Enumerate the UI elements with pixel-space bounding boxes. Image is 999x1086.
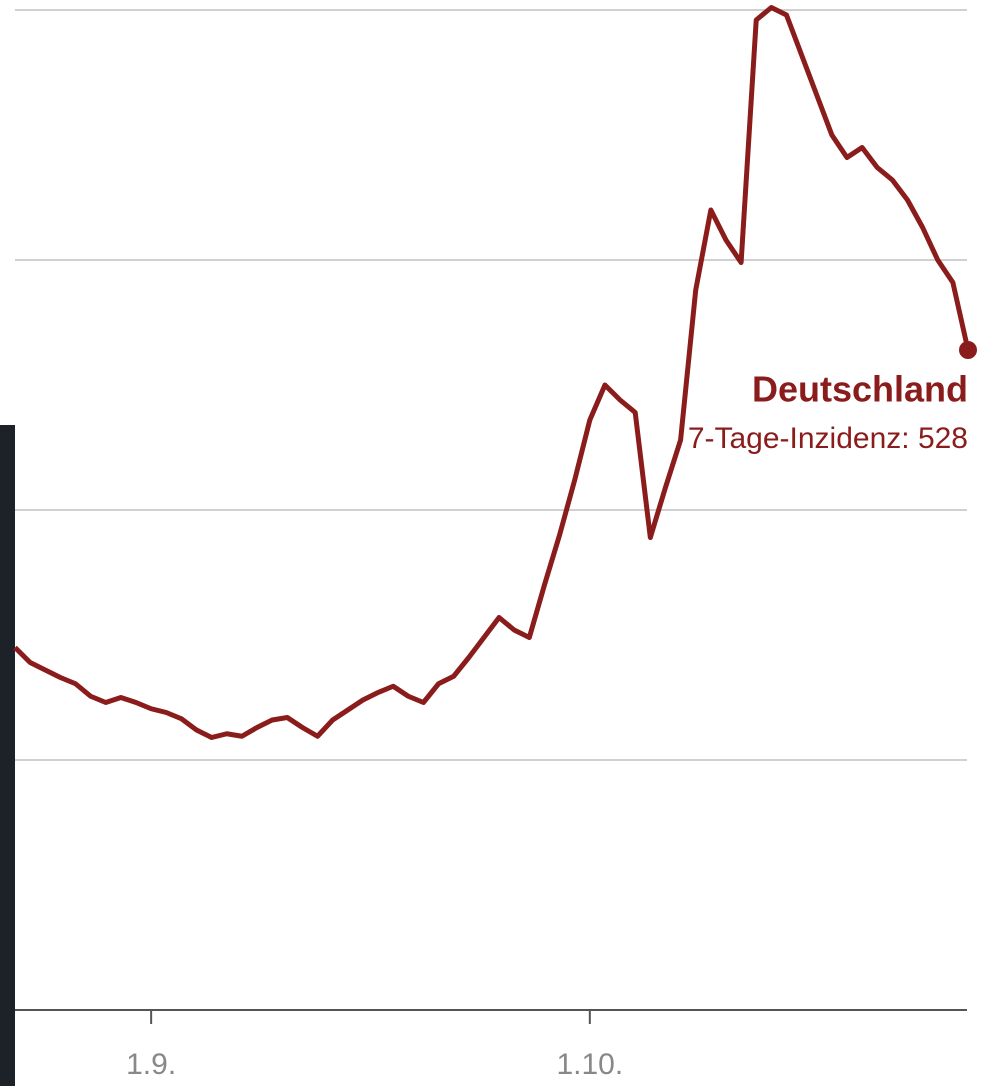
photo-edge bbox=[0, 425, 15, 1086]
end-point bbox=[959, 341, 977, 359]
annotation: 7-Tage-Inzidenz: 528 bbox=[688, 422, 968, 455]
x-tick-label: 1.10. bbox=[556, 1048, 623, 1081]
line bbox=[13, 5, 971, 740]
series-label: Deutschland bbox=[752, 369, 968, 410]
x-tick-label: 1.9. bbox=[126, 1048, 176, 1081]
